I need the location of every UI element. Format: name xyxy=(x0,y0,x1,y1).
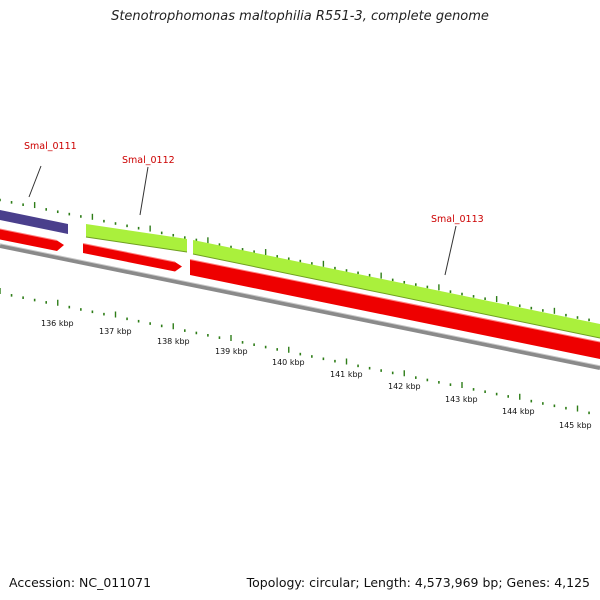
cds-feature-0113[interactable] xyxy=(190,259,600,360)
scale-label: 144 kbp xyxy=(502,407,535,416)
scale-label: 139 kbp xyxy=(215,347,248,356)
gene-feature-0113[interactable] xyxy=(193,240,600,338)
accession-text: Accession: NC_011071 xyxy=(9,575,152,590)
gene-label-smal-0112[interactable]: Smal_0112 xyxy=(122,155,175,166)
genome-backbone-highlight xyxy=(0,243,600,367)
gene-track-ticks xyxy=(0,198,590,322)
scale-label: 140 kbp xyxy=(272,358,305,367)
genome-stats-text: Topology: circular; Length: 4,573,969 bp… xyxy=(246,575,590,590)
gene-label-smal-0111[interactable]: Smal_0111 xyxy=(24,141,77,152)
scale-label: 145 kbp xyxy=(559,421,592,430)
gene-feature-0112[interactable] xyxy=(86,224,187,252)
scale-ticks xyxy=(0,288,590,415)
map-title: Stenotrophomonas maltophilia R551-3, com… xyxy=(111,9,489,24)
scale-label: 138 kbp xyxy=(157,337,190,346)
gene-feature-shadow xyxy=(85,236,600,339)
gene-label-smal-0113[interactable]: Smal_0113 xyxy=(431,214,484,225)
cds-feature-0112[interactable] xyxy=(83,243,182,272)
scale-label: 137 kbp xyxy=(99,327,132,336)
genome-backbone xyxy=(0,244,600,370)
scale-labels: 136 kbp 137 kbp 138 kbp 139 kbp 140 kbp … xyxy=(41,319,592,430)
scale-label: 143 kbp xyxy=(445,395,478,404)
scale-label: 142 kbp xyxy=(388,382,421,391)
label-leader-0113 xyxy=(444,225,457,276)
cds-feature-0111[interactable] xyxy=(0,229,64,251)
label-leader-0111 xyxy=(28,165,42,198)
gene-feature-0111[interactable] xyxy=(0,210,68,234)
scale-label: 136 kbp xyxy=(41,319,74,328)
label-leader-0112 xyxy=(139,166,149,216)
scale-label: 141 kbp xyxy=(330,370,363,379)
cds-highlight xyxy=(0,228,600,343)
